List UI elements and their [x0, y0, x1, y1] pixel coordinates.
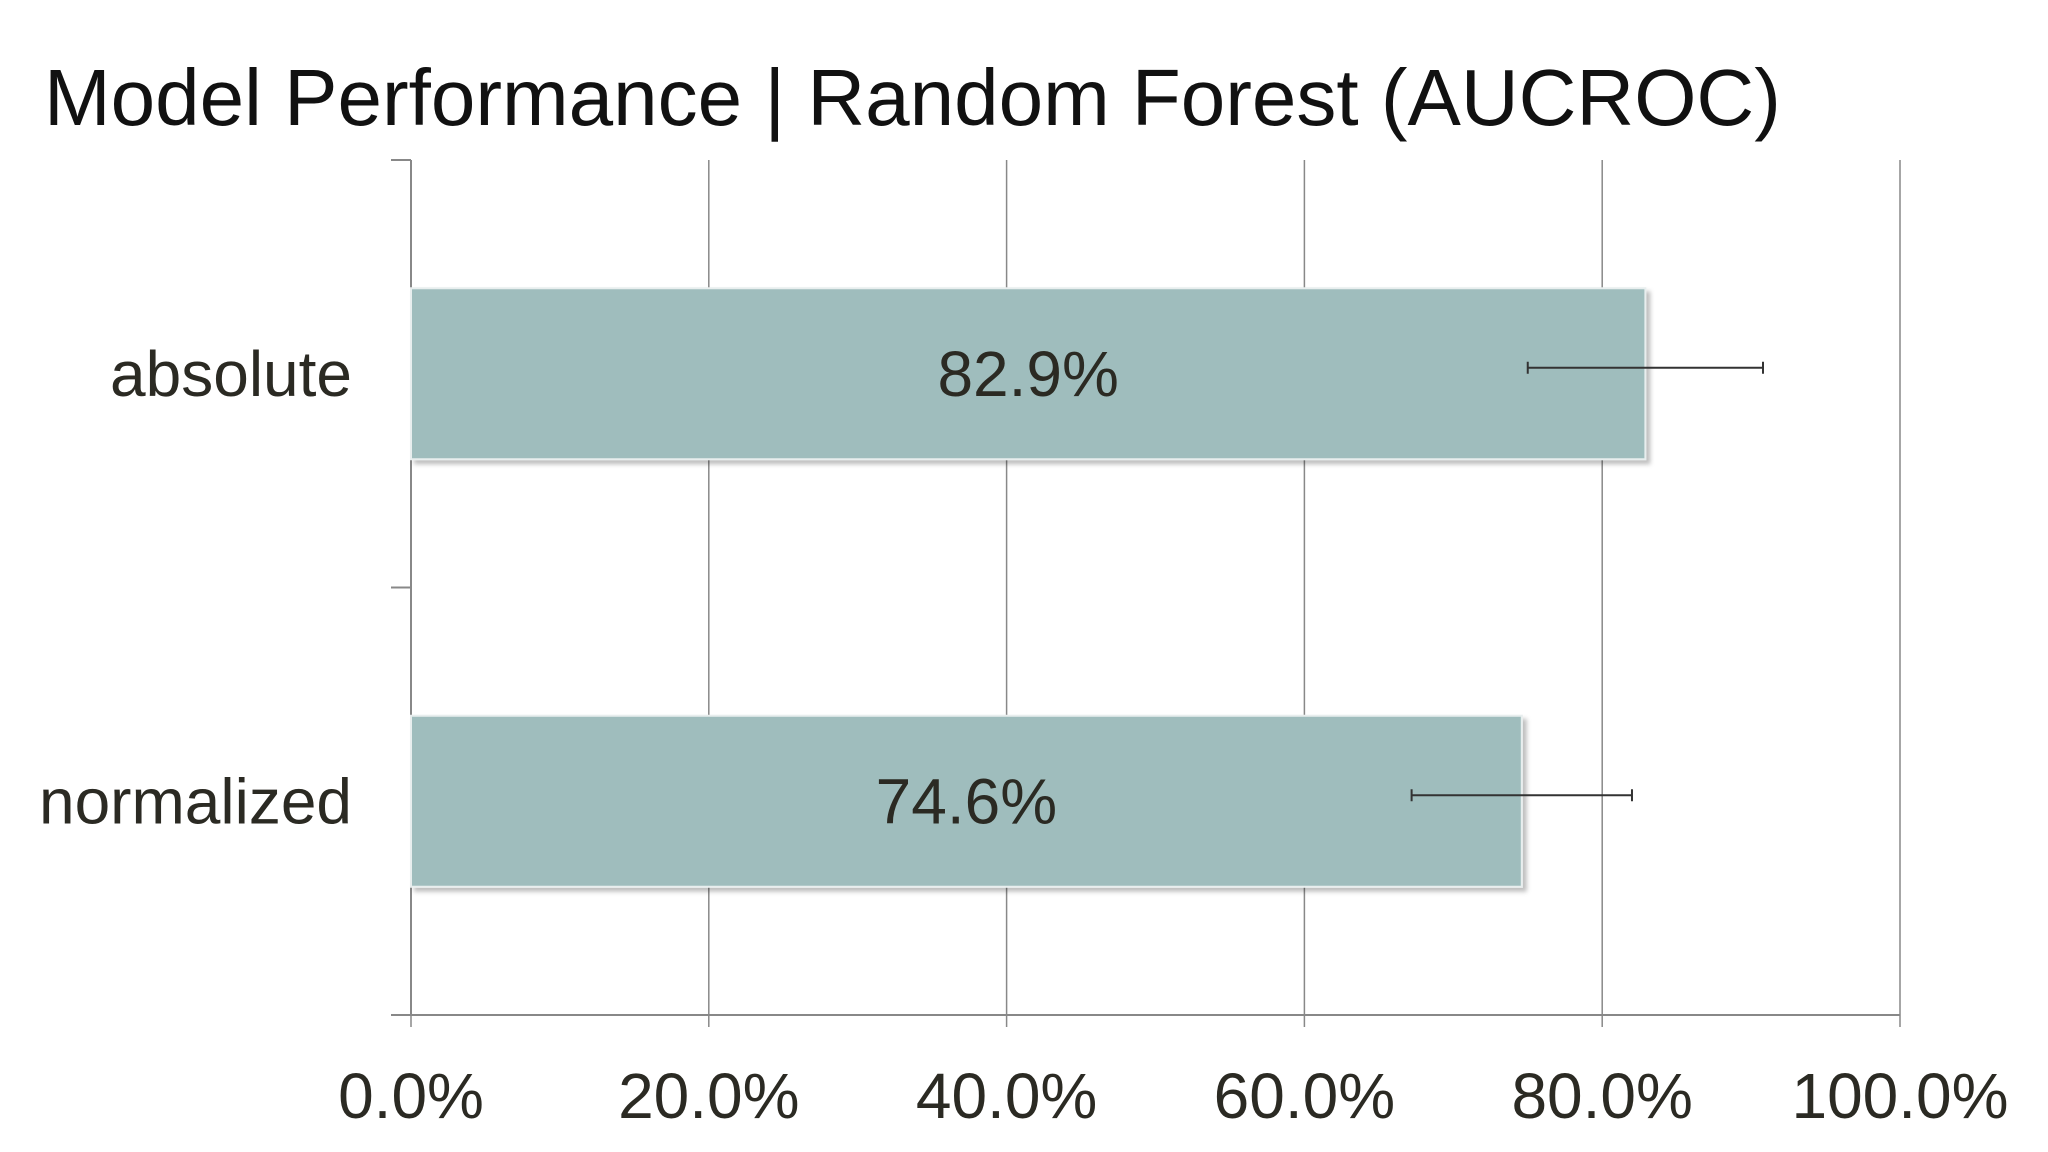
- x-tick-label: 40.0%: [916, 1060, 1097, 1132]
- data-label: 82.9%: [937, 338, 1118, 410]
- x-tick-label: 80.0%: [1511, 1060, 1692, 1132]
- x-tick-label: 20.0%: [618, 1060, 799, 1132]
- x-tick-label: 60.0%: [1214, 1060, 1395, 1132]
- category-label: absolute: [110, 338, 352, 410]
- bar: [410, 714, 1523, 888]
- chart-title: Model Performance | Random Forest (AUCRO…: [44, 53, 1781, 142]
- labels: 0.0% 20.0% 40.0% 60.0% 80.0% 100.0% 82.9% absol…: [39, 338, 2009, 1132]
- x-tick-label: 100.0%: [1791, 1060, 2008, 1132]
- x-tick-label: 0.0%: [338, 1060, 484, 1132]
- category-label: normalized: [39, 765, 352, 837]
- bars: [410, 287, 1647, 888]
- bar: [410, 287, 1647, 461]
- data-label: 74.6%: [876, 765, 1057, 837]
- error-bars: [1410, 361, 1765, 802]
